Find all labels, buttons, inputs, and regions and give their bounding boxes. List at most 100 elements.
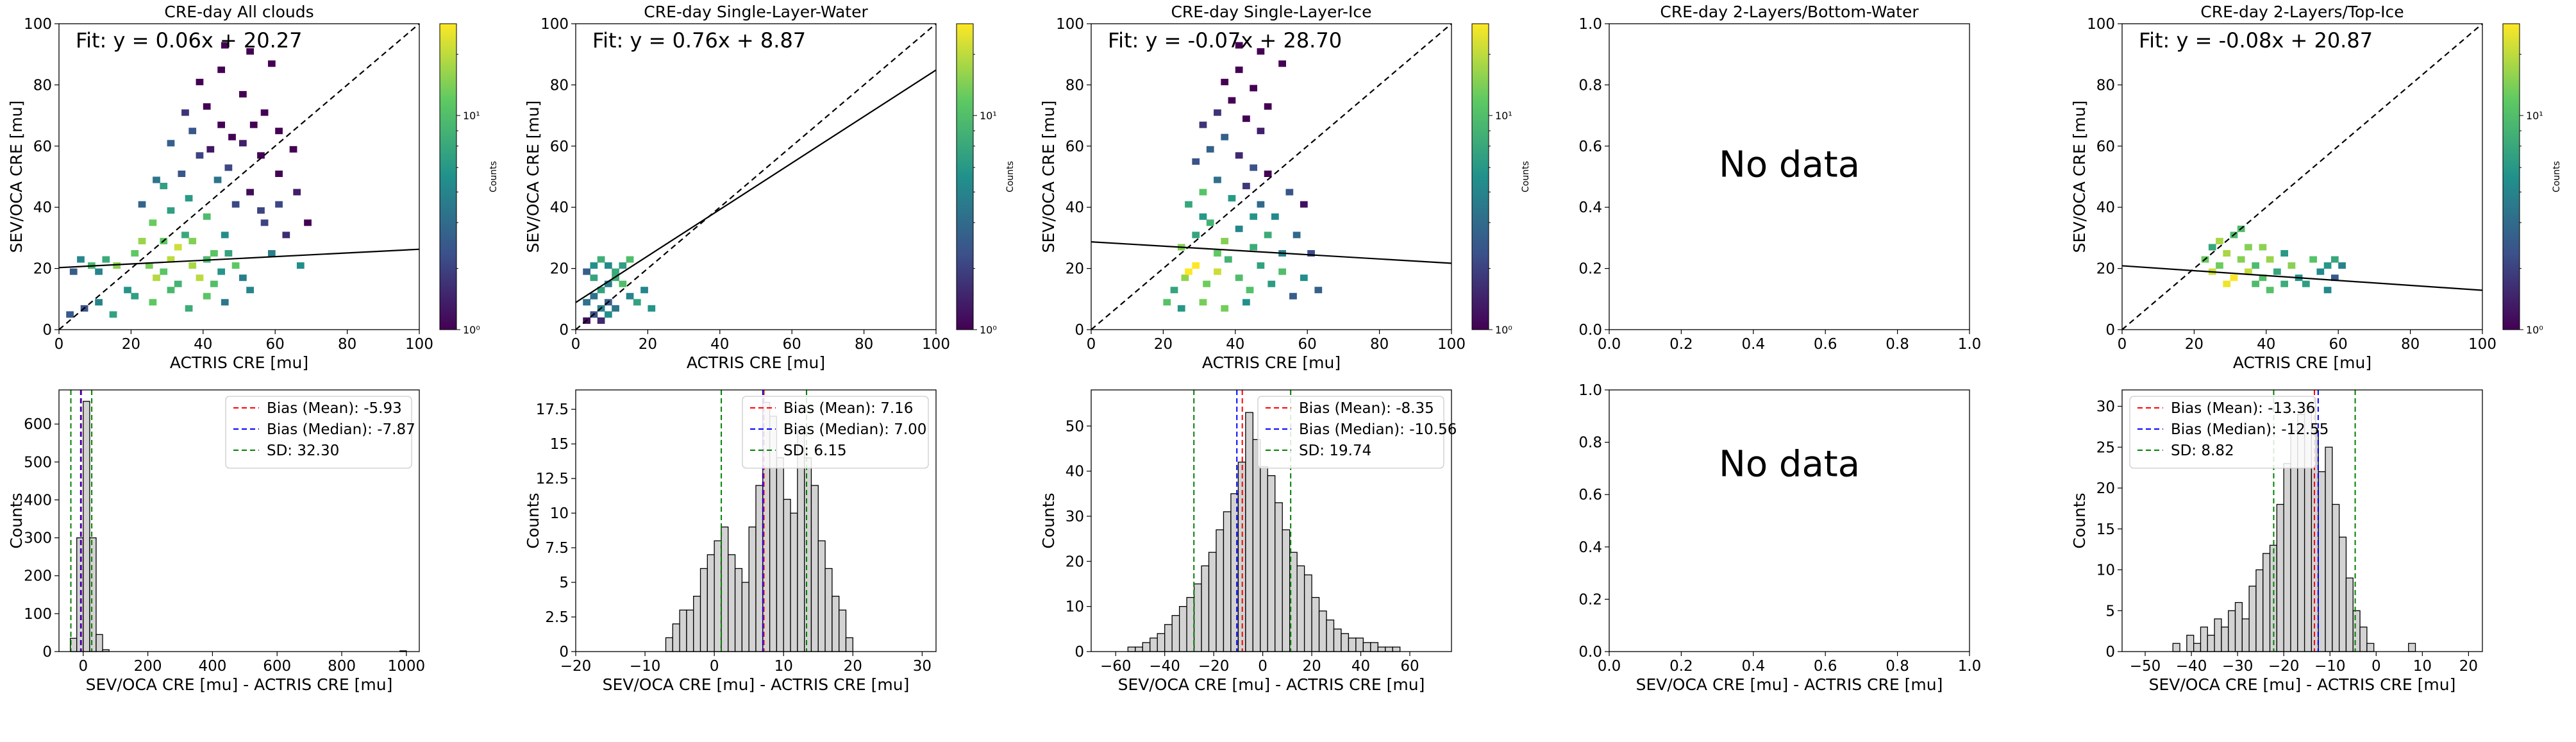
x-tick-label: 400 xyxy=(198,658,226,675)
y-tick-label: 0.6 xyxy=(1578,139,1602,155)
x-tick-label: 80 xyxy=(2401,336,2420,353)
histogram-bar xyxy=(2221,627,2229,652)
x-axis-label: SEV/OCA CRE [mu] - ACTRIS CRE [mu] xyxy=(603,675,910,694)
x-tick-label: 200 xyxy=(134,658,162,675)
y-axis-label: SEV/OCA CRE [mu] xyxy=(2070,101,2089,253)
histogram-bar xyxy=(721,527,729,652)
histogram-bar xyxy=(832,596,840,652)
heatmap-cell xyxy=(217,268,226,275)
x-axis-label: ACTRIS CRE [mu] xyxy=(2233,353,2371,372)
heatmap-cell xyxy=(113,262,121,269)
histogram-bar xyxy=(1275,502,1283,652)
histogram-bar xyxy=(714,540,722,652)
x-axis-label: SEV/OCA CRE [mu] - ACTRIS CRE [mu] xyxy=(86,675,393,694)
heatmap-cell xyxy=(597,287,605,294)
heatmap-cell xyxy=(196,274,204,282)
y-tick-label: 20 xyxy=(1066,261,1084,278)
heatmap-cell xyxy=(1221,305,1229,312)
y-tick-label: 20 xyxy=(1066,553,1084,570)
heatmap-cell xyxy=(1221,78,1229,85)
x-tick-label: 800 xyxy=(328,658,356,675)
legend-box xyxy=(2129,396,2316,469)
x-tick-label: 100 xyxy=(922,336,950,353)
heatmap-cell xyxy=(2323,287,2332,294)
y-tick-label: 40 xyxy=(1066,199,1084,216)
x-tick-label: 20 xyxy=(122,336,140,353)
heatmap-cell xyxy=(2302,280,2310,287)
x-tick-label: 20 xyxy=(2185,336,2204,353)
heatmap-cell xyxy=(612,305,619,312)
heatmap-cell xyxy=(1192,232,1200,239)
heatmap-cell xyxy=(1228,97,1236,104)
heatmap-cell xyxy=(1199,299,1207,306)
heatmap-cell xyxy=(260,109,269,116)
heatmap-cell xyxy=(1250,213,1258,220)
x-tick-label: 0.6 xyxy=(1814,658,1837,675)
heatmap-cell xyxy=(590,262,598,269)
histogram-bar xyxy=(2172,643,2180,652)
legend: Bias (Mean): -13.36 Bias (Median): -12.55… xyxy=(2129,396,2329,469)
y-tick-label: 20 xyxy=(2096,480,2115,497)
histogram-bar xyxy=(2338,536,2347,652)
histogram-bar xyxy=(1333,628,1342,652)
one-to-one-line xyxy=(1091,23,1452,330)
heatmap-cell xyxy=(2338,262,2346,269)
legend: Bias (Mean): -5.93 Bias (Median): -7.87 SD… xyxy=(225,396,415,469)
histogram-bar xyxy=(1303,574,1312,652)
y-tick-label: 30 xyxy=(2096,399,2115,416)
heatmap-cell xyxy=(2252,262,2260,269)
plot-frame xyxy=(58,23,420,330)
x-tick-label: 0.8 xyxy=(1886,336,1909,353)
heatmap-cell xyxy=(633,299,641,306)
histogram-bar xyxy=(686,609,694,652)
heatmap-cell xyxy=(2216,237,2223,244)
x-tick-label: 0 xyxy=(78,658,88,675)
heatmap-cell xyxy=(1181,274,1189,282)
heatmap-cell xyxy=(597,317,605,324)
x-tick-label: 0 xyxy=(2118,336,2127,353)
colorbar xyxy=(439,23,457,330)
x-tick-label: 0.0 xyxy=(1598,336,1621,353)
legend-entry: Bias (Mean): -8.35 xyxy=(1299,400,1434,417)
histogram-bar xyxy=(2352,610,2361,652)
heatmap-cell xyxy=(239,140,247,147)
y-tick-label: 50 xyxy=(1066,418,1084,435)
histogram-bar xyxy=(741,582,749,652)
x-tick-label: 0.0 xyxy=(1598,658,1621,675)
heatmap-cell xyxy=(257,152,265,159)
heatmap-cell xyxy=(1250,85,1258,92)
fit-label: Fit: y = -0.07x + 28.70 xyxy=(1108,28,1342,53)
heatmap-cell xyxy=(174,280,182,287)
y-tick-label: 0 xyxy=(42,644,52,661)
heatmap-cell xyxy=(583,299,590,306)
y-tick-label: 600 xyxy=(24,416,52,433)
x-axis-label: SEV/OCA CRE [mu] - ACTRIS CRE [mu] xyxy=(1118,675,1425,694)
x-axis-label: ACTRIS CRE [mu] xyxy=(687,353,825,372)
heatmap-cell xyxy=(282,232,290,239)
y-tick-label: 0.8 xyxy=(1578,435,1602,451)
heatmap-cell xyxy=(1242,299,1250,306)
y-tick-label: 15 xyxy=(550,436,569,453)
heatmap-cell xyxy=(167,287,175,294)
plot-frame xyxy=(575,389,937,652)
histogram-bar xyxy=(1157,633,1166,652)
histogram-bar xyxy=(1150,637,1158,652)
y-tick-label: 5 xyxy=(559,575,569,591)
heatmap-cell xyxy=(2280,249,2289,257)
heatmap-cell xyxy=(2266,287,2274,294)
y-tick-label: 15 xyxy=(2096,521,2115,538)
heatmap-cell xyxy=(178,170,186,177)
heatmap-cell xyxy=(1257,201,1265,208)
heatmap-cell xyxy=(221,232,229,239)
y-tick-label: 17.5 xyxy=(536,401,569,418)
y-axis-label: SEV/OCA CRE [mu] xyxy=(1039,101,1058,253)
x-tick-label: −20 xyxy=(1198,658,1230,675)
histogram-panel-3: −60 −40 −20 0 20 40 60 0 10 20 30 40 50 SEV/OCA CRE [… xyxy=(1039,389,1457,694)
y-tick-label: 80 xyxy=(33,77,52,94)
heatmap-cell xyxy=(109,311,117,318)
heatmap-cell xyxy=(1235,66,1243,73)
y-tick-label: 40 xyxy=(550,199,569,216)
heatmap-cell xyxy=(138,201,146,208)
y-tick-label: 40 xyxy=(33,199,52,216)
heatmap-cell xyxy=(1214,249,1221,257)
